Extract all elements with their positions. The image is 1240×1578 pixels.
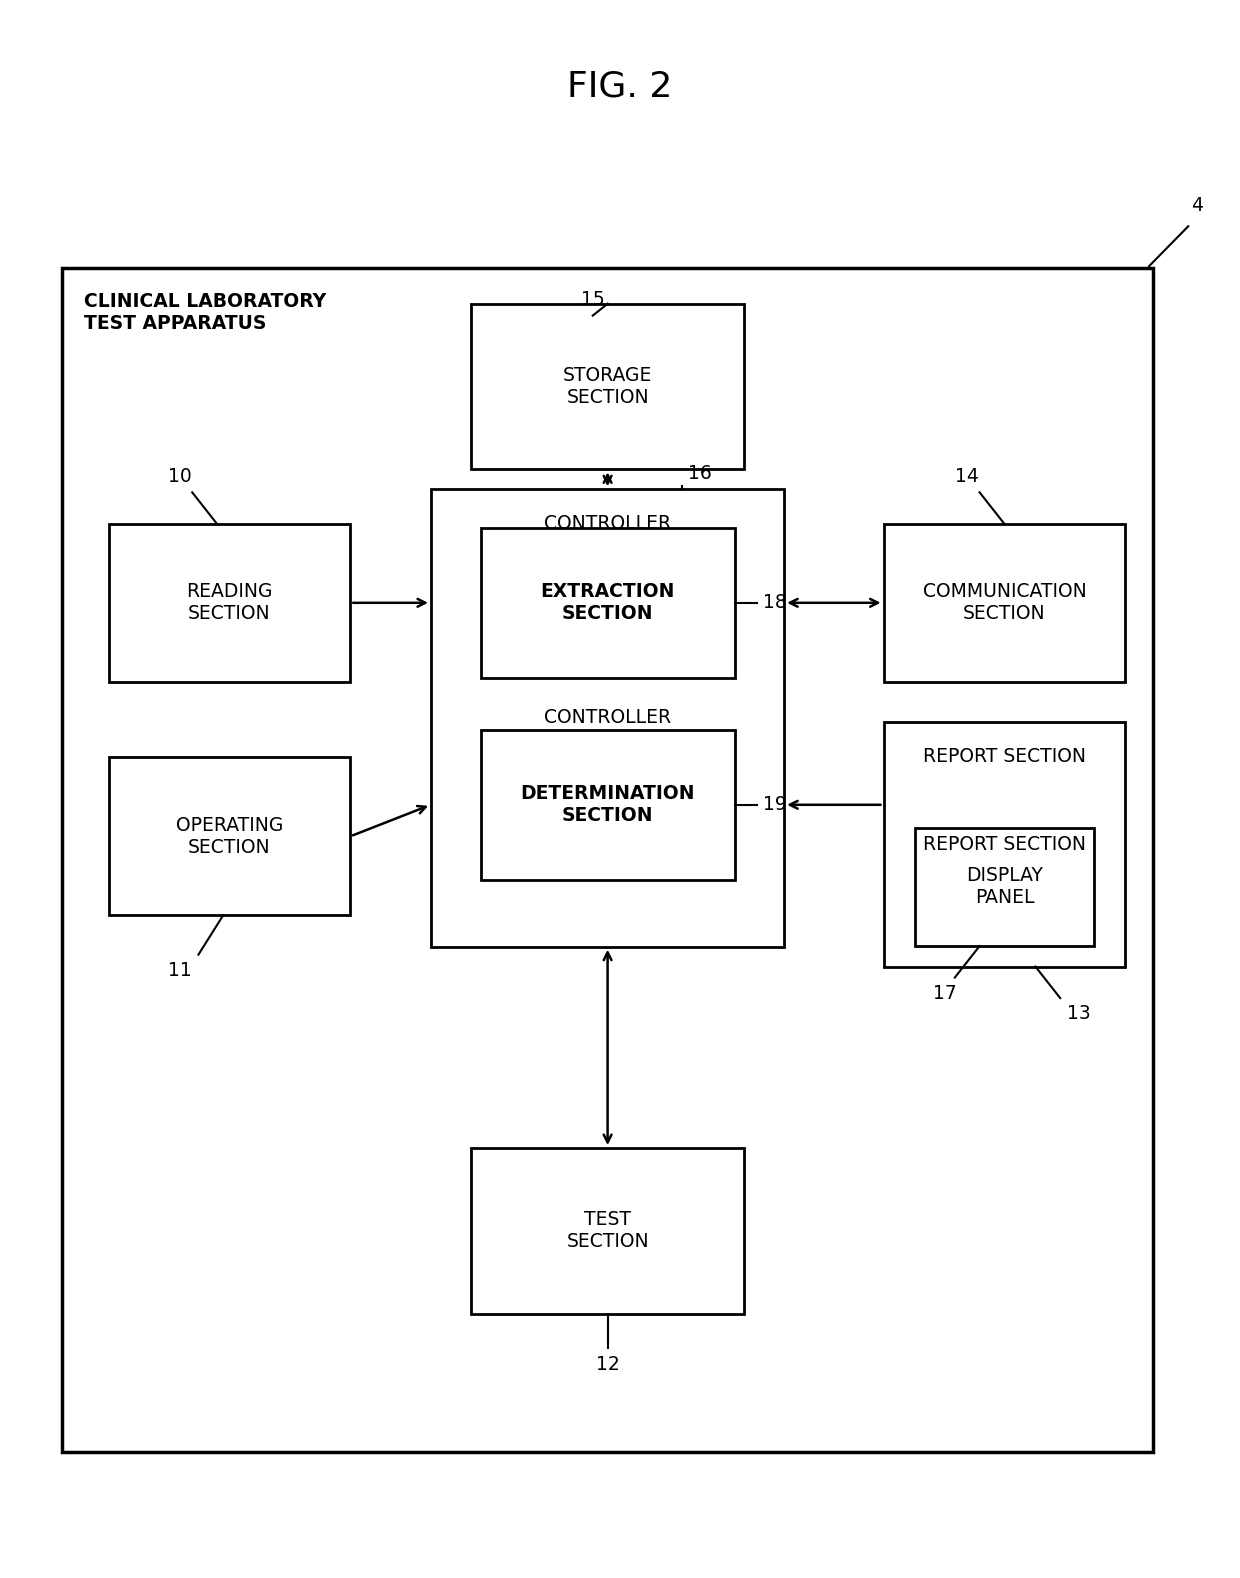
Text: 19: 19 bbox=[763, 795, 786, 814]
Text: CLINICAL LABORATORY
TEST APPARATUS: CLINICAL LABORATORY TEST APPARATUS bbox=[84, 292, 326, 333]
Text: FIG. 2: FIG. 2 bbox=[568, 69, 672, 104]
Bar bbox=[883, 524, 1126, 682]
Text: 15: 15 bbox=[580, 290, 605, 309]
Bar bbox=[109, 757, 350, 915]
Text: READING
SECTION: READING SECTION bbox=[186, 582, 273, 623]
Text: CONTROLLER: CONTROLLER bbox=[544, 514, 671, 533]
Text: CONTROLLER: CONTROLLER bbox=[544, 709, 671, 727]
Text: OPERATING
SECTION: OPERATING SECTION bbox=[176, 816, 283, 857]
Bar bbox=[62, 268, 1153, 1452]
Text: COMMUNICATION
SECTION: COMMUNICATION SECTION bbox=[923, 582, 1086, 623]
Bar bbox=[481, 527, 734, 679]
Text: 17: 17 bbox=[932, 983, 957, 1004]
Text: 10: 10 bbox=[167, 467, 192, 486]
Bar bbox=[109, 524, 350, 682]
Text: DISPLAY
PANEL: DISPLAY PANEL bbox=[966, 866, 1043, 907]
Text: 11: 11 bbox=[167, 961, 192, 980]
Bar bbox=[883, 723, 1126, 966]
Text: REPORT SECTION: REPORT SECTION bbox=[923, 746, 1086, 767]
Text: 4: 4 bbox=[1190, 196, 1203, 215]
Text: 14: 14 bbox=[955, 467, 980, 486]
Bar bbox=[471, 1149, 744, 1313]
Text: EXTRACTION
SECTION: EXTRACTION SECTION bbox=[541, 582, 675, 623]
Text: DETERMINATION
SECTION: DETERMINATION SECTION bbox=[521, 784, 694, 825]
Bar bbox=[471, 303, 744, 470]
Bar bbox=[481, 729, 734, 881]
Text: TEST
SECTION: TEST SECTION bbox=[567, 1210, 649, 1251]
Bar bbox=[915, 827, 1094, 945]
Bar bbox=[432, 489, 785, 947]
Text: 12: 12 bbox=[595, 1354, 620, 1374]
Text: STORAGE
SECTION: STORAGE SECTION bbox=[563, 366, 652, 407]
Text: 18: 18 bbox=[763, 593, 786, 612]
Text: 13: 13 bbox=[1066, 1004, 1091, 1024]
Text: REPORT SECTION: REPORT SECTION bbox=[923, 835, 1086, 854]
Text: 16: 16 bbox=[688, 464, 712, 483]
